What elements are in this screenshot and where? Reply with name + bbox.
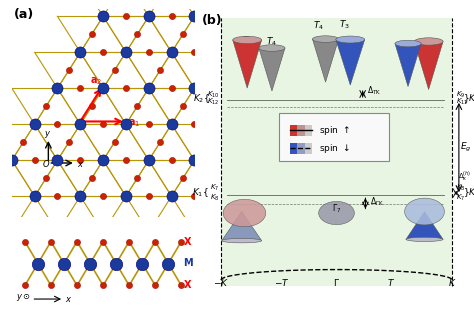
Polygon shape: [259, 48, 285, 91]
Bar: [305, 143, 312, 153]
Text: $-K$: $-K$: [213, 277, 229, 288]
Polygon shape: [406, 211, 443, 239]
Ellipse shape: [414, 38, 443, 45]
Text: $y\odot$: $y\odot$: [16, 292, 31, 303]
Ellipse shape: [336, 36, 365, 43]
Text: $T_4$: $T_4$: [313, 20, 324, 32]
Text: $K_7$: $K_7$: [210, 183, 219, 193]
Text: $K$: $K$: [448, 277, 456, 288]
Text: $\Delta_\kappa^{(h)}$: $\Delta_\kappa^{(h)}$: [457, 170, 471, 183]
Text: $T_3$: $T_3$: [339, 18, 350, 30]
Bar: [297, 125, 305, 136]
Text: X: X: [183, 237, 191, 246]
Text: $-T$: $-T$: [274, 277, 289, 288]
Text: (a): (a): [14, 8, 35, 20]
Text: $y$: $y$: [44, 129, 51, 140]
Text: $T$: $T$: [387, 277, 396, 288]
Text: $K_1\{$: $K_1\{$: [192, 186, 209, 199]
Text: $T_4$: $T_4$: [266, 36, 277, 48]
Polygon shape: [233, 40, 262, 88]
Bar: [290, 143, 297, 153]
Ellipse shape: [222, 238, 262, 243]
Text: $\Delta_{\Gamma\mathsf{K}}$: $\Delta_{\Gamma\mathsf{K}}$: [370, 195, 383, 208]
Text: M: M: [183, 259, 193, 268]
Text: X: X: [183, 281, 191, 290]
Text: $\mathbf{a}_1$: $\mathbf{a}_1$: [128, 117, 140, 129]
Polygon shape: [222, 211, 262, 241]
Polygon shape: [336, 40, 365, 85]
Ellipse shape: [259, 45, 285, 51]
Text: $K_{11}$: $K_{11}$: [456, 97, 468, 108]
Text: (b): (b): [202, 14, 222, 27]
Text: $K_8$: $K_8$: [456, 183, 465, 193]
Text: $x$: $x$: [65, 294, 72, 303]
Text: spin $\uparrow$: spin $\uparrow$: [319, 124, 349, 137]
Polygon shape: [221, 18, 452, 286]
Text: $K_7$: $K_7$: [456, 193, 465, 203]
Text: $K_2\{$: $K_2\{$: [193, 92, 210, 105]
Text: $K_{12}$: $K_{12}$: [207, 97, 219, 108]
Text: $\Delta_{T\mathsf{K}}$: $\Delta_{T\mathsf{K}}$: [367, 85, 381, 97]
Ellipse shape: [233, 36, 262, 44]
Text: $\mathbf{a}_2$: $\mathbf{a}_2$: [91, 75, 102, 87]
Text: $E_g$: $E_g$: [460, 141, 472, 154]
Text: $\Gamma$: $\Gamma$: [333, 277, 340, 288]
Text: $T_3$: $T_3$: [242, 34, 253, 47]
Text: $K_9$: $K_9$: [456, 90, 465, 100]
Ellipse shape: [395, 40, 421, 47]
Text: $K_8$: $K_8$: [210, 193, 219, 203]
Text: $\}K_1$: $\}K_1$: [463, 186, 474, 199]
Text: $x$: $x$: [77, 160, 84, 169]
Bar: [297, 143, 305, 153]
Bar: [305, 125, 312, 136]
Ellipse shape: [312, 36, 338, 42]
Text: $\Gamma_7$: $\Gamma_7$: [332, 202, 341, 215]
Polygon shape: [414, 42, 443, 90]
Ellipse shape: [223, 199, 266, 227]
FancyBboxPatch shape: [279, 113, 389, 161]
Text: spin $\downarrow$: spin $\downarrow$: [319, 142, 349, 155]
Text: $\}K_3$: $\}K_3$: [463, 92, 474, 105]
Polygon shape: [312, 39, 338, 82]
Ellipse shape: [405, 198, 445, 225]
Ellipse shape: [406, 237, 443, 241]
Polygon shape: [395, 43, 421, 86]
Bar: [290, 125, 297, 136]
Ellipse shape: [319, 202, 355, 225]
Text: $K_{10}$: $K_{10}$: [207, 90, 219, 100]
Text: $O$: $O$: [42, 158, 50, 169]
